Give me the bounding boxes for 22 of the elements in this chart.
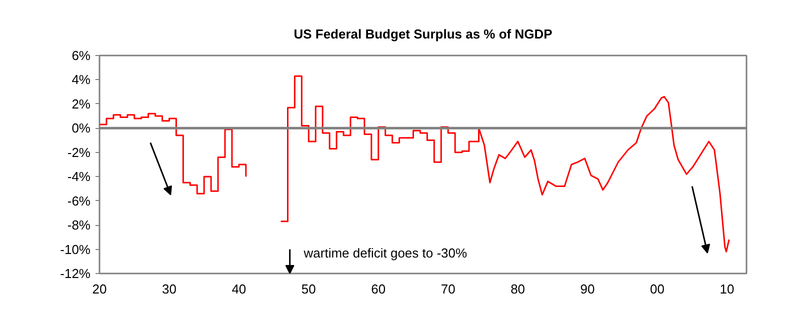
y-tick-label: 0% bbox=[72, 120, 91, 136]
y-tick-label: -6% bbox=[67, 193, 91, 208]
x-tick-label: 00 bbox=[650, 282, 664, 296]
y-tick-label: 2% bbox=[72, 96, 91, 112]
x-tick-label: 10 bbox=[720, 282, 734, 296]
x-tick-label: 20 bbox=[92, 282, 107, 296]
x-tick-label: 30 bbox=[162, 282, 176, 296]
x-tick-label: 40 bbox=[232, 282, 246, 296]
x-tick-label: 50 bbox=[301, 282, 316, 296]
annotation: wartime deficit goes to -30% bbox=[302, 245, 468, 260]
x-tick-label: 90 bbox=[580, 282, 595, 296]
y-tick-label: -10% bbox=[60, 242, 91, 257]
x-tick-label: 70 bbox=[440, 282, 456, 296]
chart-title: US Federal Budget Surplus as % of NGDP bbox=[294, 26, 553, 42]
x-tick-label: 80 bbox=[510, 282, 526, 296]
y-tick-label: 6% bbox=[72, 48, 91, 63]
x-tick-label: 60 bbox=[371, 282, 386, 296]
y-tick-label: 4% bbox=[72, 72, 91, 88]
y-tick-label: -8% bbox=[67, 218, 91, 233]
y-tick-label: -4% bbox=[67, 169, 91, 184]
y-tick-label: -2% bbox=[67, 144, 91, 160]
y-tick-label: -12% bbox=[60, 266, 91, 281]
